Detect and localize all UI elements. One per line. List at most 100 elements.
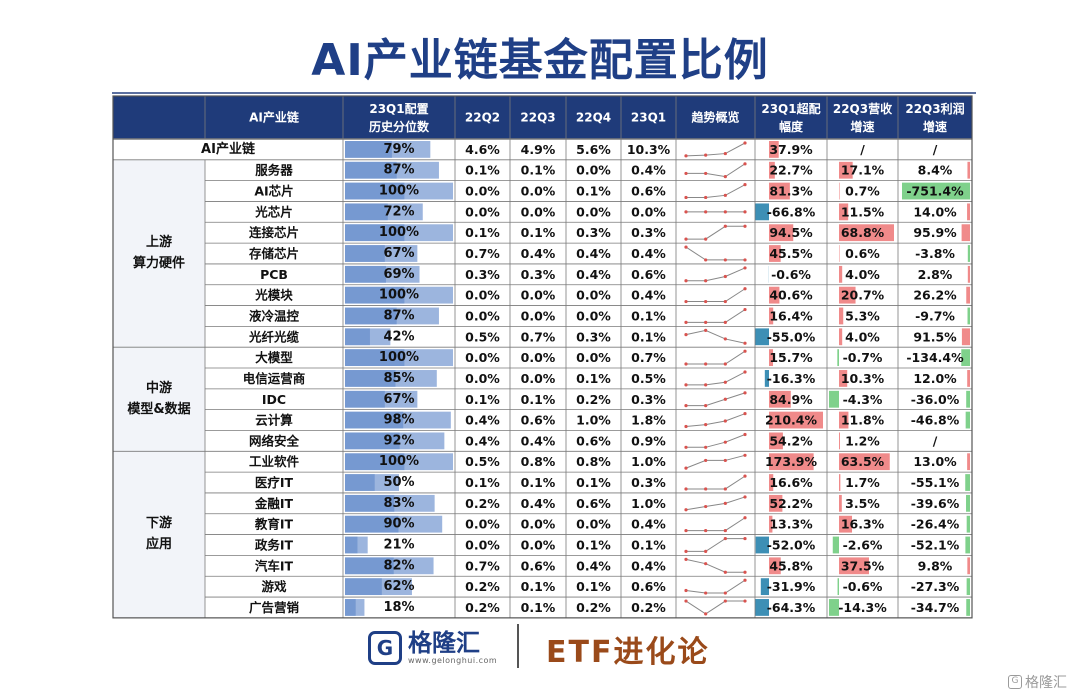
quarter-value: 0.4% bbox=[631, 246, 666, 261]
gelonghui-logo-icon: G bbox=[368, 631, 402, 665]
profit-value: 91.5% bbox=[913, 329, 957, 344]
trend-sparkline bbox=[686, 371, 746, 386]
overweight-value: -16.3% bbox=[767, 371, 816, 386]
quarter-value: 0.1% bbox=[631, 308, 666, 323]
percentile-bar bbox=[345, 286, 453, 304]
percentile-bar-shade bbox=[345, 245, 385, 262]
trend-point bbox=[723, 487, 727, 491]
quarter-value: 0.0% bbox=[465, 537, 500, 552]
trend-point bbox=[743, 210, 747, 214]
trend-sparkline bbox=[685, 579, 746, 594]
quarter-value: 0.5% bbox=[631, 371, 666, 386]
profit-value: -39.6% bbox=[911, 496, 960, 511]
revenue-value: 10.3% bbox=[841, 371, 885, 386]
quarter-value: 0.0% bbox=[465, 371, 500, 386]
profit-bar bbox=[961, 349, 970, 367]
revenue-bar bbox=[839, 265, 843, 283]
percentile-value: 21% bbox=[383, 537, 414, 552]
profit-value: -36.0% bbox=[911, 392, 960, 407]
quarter-value: 0.0% bbox=[631, 204, 666, 219]
revenue-bar bbox=[839, 411, 849, 429]
percentile-value: 83% bbox=[383, 496, 414, 511]
logo-url: www.gelonghui.com bbox=[408, 656, 498, 665]
trend-point bbox=[704, 591, 708, 595]
percentile-bar bbox=[345, 370, 437, 387]
percentile-value: 85% bbox=[383, 371, 414, 386]
trend-point bbox=[684, 299, 688, 304]
profit-value: / bbox=[933, 433, 938, 448]
overweight-value: 81.3% bbox=[769, 184, 813, 199]
percentile-bar bbox=[345, 203, 423, 221]
trend-point bbox=[723, 224, 727, 228]
table-border bbox=[112, 95, 973, 619]
profit-bar bbox=[967, 557, 970, 575]
percentile-bar-shade bbox=[345, 578, 382, 596]
trend-sparkline bbox=[686, 392, 746, 407]
profit-bar bbox=[967, 265, 970, 283]
quarter-value: 0.4% bbox=[465, 433, 500, 448]
profit-value: -3.8% bbox=[915, 246, 955, 261]
revenue-bar bbox=[839, 494, 842, 512]
percentile-bar-shade bbox=[345, 182, 405, 200]
row-name: 广告营销 bbox=[249, 600, 300, 615]
trend-point bbox=[743, 474, 747, 478]
row-name: AI芯片 bbox=[254, 184, 293, 199]
trend-point bbox=[704, 171, 708, 176]
percentile-bar bbox=[345, 161, 439, 179]
revenue-bar bbox=[837, 578, 839, 596]
percentile-bar-shade bbox=[345, 453, 405, 471]
quarter-value: 0.0% bbox=[576, 350, 611, 365]
trend-point bbox=[704, 258, 708, 262]
profit-bar bbox=[965, 474, 970, 491]
profit-bar bbox=[966, 390, 970, 408]
quarter-value: 0.4% bbox=[576, 558, 611, 573]
trend-point bbox=[743, 495, 747, 499]
trend-point bbox=[723, 536, 727, 541]
quarter-value: 0.2% bbox=[631, 600, 666, 615]
trend-sparkline bbox=[685, 496, 746, 511]
overweight-value: 210.4% bbox=[765, 413, 818, 428]
quarter-value: 0.3% bbox=[521, 267, 556, 282]
quarter-value: 0.1% bbox=[521, 600, 556, 615]
watermark-text: 格隆汇 bbox=[1025, 675, 1067, 691]
quarter-value: 0.4% bbox=[576, 246, 611, 261]
quarter-value: 0.1% bbox=[631, 329, 666, 344]
overweight-bar bbox=[769, 453, 814, 471]
revenue-bar bbox=[839, 474, 841, 491]
quarter-value: 10.3% bbox=[627, 142, 671, 157]
trend-sparkline bbox=[686, 225, 745, 240]
row-name: 工业软件 bbox=[249, 454, 300, 469]
trend-point bbox=[704, 562, 708, 566]
quarter-value: 0.0% bbox=[521, 350, 556, 365]
overweight-bar bbox=[769, 286, 780, 304]
profit-bar bbox=[965, 411, 970, 429]
group-cell bbox=[113, 347, 205, 452]
trend-point bbox=[743, 453, 747, 457]
revenue-bar bbox=[839, 557, 869, 575]
overweight-value: -64.3% bbox=[767, 600, 816, 615]
percentile-bar bbox=[345, 453, 453, 471]
trend-sparkline bbox=[686, 163, 746, 178]
trend-point bbox=[723, 151, 727, 156]
quarter-value: 0.4% bbox=[631, 288, 666, 303]
overweight-value: 173.9% bbox=[765, 454, 818, 469]
trend-point bbox=[743, 341, 747, 345]
trend-point bbox=[743, 432, 747, 437]
overweight-bar bbox=[755, 536, 769, 554]
quarter-value: 0.1% bbox=[521, 163, 556, 178]
percentile-bar bbox=[345, 599, 365, 616]
trend-point bbox=[743, 570, 747, 574]
trend-point bbox=[743, 391, 747, 395]
overweight-bar bbox=[769, 224, 794, 242]
quarter-value: 0.5% bbox=[465, 329, 500, 344]
percentile-bar-shade bbox=[345, 432, 400, 450]
quarter-value: 0.4% bbox=[521, 496, 556, 511]
revenue-value: 68.8% bbox=[841, 225, 885, 240]
trend-point bbox=[704, 549, 708, 554]
profit-value: 2.8% bbox=[918, 267, 953, 282]
quarter-value: 0.0% bbox=[576, 288, 611, 303]
quarter-value: 0.1% bbox=[465, 475, 500, 490]
row-name: 金融IT bbox=[254, 496, 294, 511]
quarter-value: 0.0% bbox=[521, 288, 556, 303]
quarter-value: 0.3% bbox=[576, 225, 611, 240]
